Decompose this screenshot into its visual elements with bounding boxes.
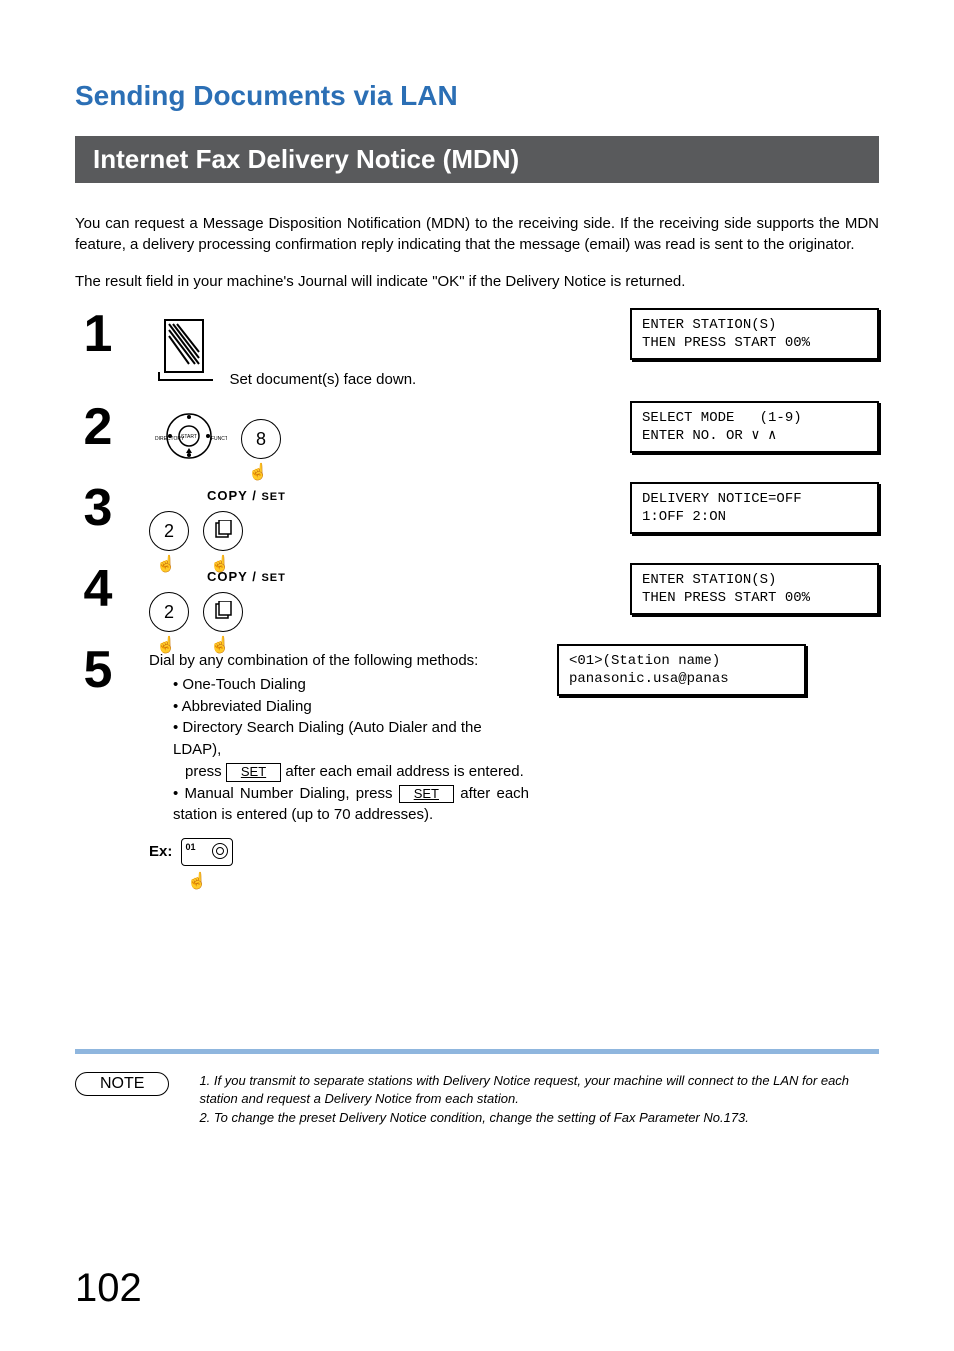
set-chip: SET (399, 785, 454, 804)
note-section: NOTE 1. If you transmit to separate stat… (75, 1072, 879, 1127)
lcd-line: ENTER NO. OR ∨ ∧ (642, 428, 776, 444)
step-number: 1 (75, 308, 121, 360)
one-touch-number: 01 (186, 841, 196, 854)
keypad-key-8: 8 ☝ (241, 419, 281, 459)
document-face-down-icon (149, 314, 219, 389)
step-number: 3 (75, 482, 121, 534)
copy-set-key-icon: ☝ (203, 511, 243, 551)
bullet-one-touch: One-Touch Dialing (173, 674, 529, 696)
lcd-line: DELIVERY NOTICE=OFF (642, 491, 802, 507)
step-5: 5 Dial by any combination of the followi… (75, 644, 879, 889)
copy-set-key-icon: ☝ (203, 592, 243, 632)
key-label: 8 (256, 429, 266, 449)
journal-line: The result field in your machine's Journ… (75, 273, 879, 290)
note-line-1: 1. If you transmit to separate stations … (199, 1072, 879, 1108)
step1-caption: Set document(s) face down. (229, 371, 416, 388)
lcd-line: SELECT MODE (1-9) (642, 410, 802, 426)
step-2: 2 START DIRECTORY (75, 401, 879, 470)
press-hand-icon: ☝ (187, 873, 207, 890)
key-label: 2 (164, 602, 174, 622)
bullet-abbrev: Abbreviated Dialing (173, 696, 529, 718)
lcd-line: THEN PRESS START 00% (642, 590, 810, 606)
separator-line (75, 1049, 879, 1054)
page-number: 102 (75, 1266, 142, 1311)
step-number: 2 (75, 401, 121, 453)
lcd-line: <01>(Station name) (569, 653, 720, 669)
note-badge: NOTE (75, 1072, 169, 1096)
step-4: 4 COPY / SET 2 ☝ (75, 563, 879, 632)
svg-text:DIRECTORY: DIRECTORY (155, 436, 185, 442)
keypad-key-2: 2 ☝ (149, 511, 189, 551)
note-line-2: 2. To change the preset Delivery Notice … (199, 1109, 879, 1127)
set-chip: SET (226, 763, 281, 782)
lcd-display: ENTER STATION(S) THEN PRESS START 00% (630, 563, 879, 615)
function-keypad-icon: START DIRECTORY FUNCTION (149, 407, 227, 470)
set-label: SET (261, 572, 285, 584)
lcd-line: 1:OFF 2:ON (642, 509, 726, 525)
step-number: 4 (75, 563, 121, 615)
lcd-line: panasonic.usa@panas (569, 671, 729, 687)
one-touch-switch-icon (212, 843, 228, 859)
press-prefix: press (185, 763, 226, 780)
step-3: 3 COPY / SET 2 ☝ (75, 482, 879, 551)
press-hand-icon: ☝ (156, 546, 176, 584)
step-number: 5 (75, 644, 121, 696)
lcd-line: ENTER STATION(S) (642, 572, 776, 588)
lcd-display: ENTER STATION(S) THEN PRESS START 00% (630, 308, 879, 360)
step-1: 1 Set document(s) face down. ENTER STATI… (75, 308, 879, 389)
set-label: SET (261, 491, 285, 503)
intro-paragraph: You can request a Message Disposition No… (75, 213, 879, 255)
press-hand-icon: ☝ (156, 627, 176, 665)
press-hand-icon: ☝ (210, 627, 230, 665)
ex-label: Ex: (149, 843, 172, 860)
page-title: Sending Documents via LAN (75, 80, 879, 112)
press-hand-icon: ☝ (210, 546, 230, 584)
keypad-key-2: 2 ☝ (149, 592, 189, 632)
bullet-directory-line1: Directory Search Dialing (Auto Dialer an… (173, 719, 482, 758)
step5-lead: Dial by any combination of the following… (149, 650, 529, 672)
lcd-display: DELIVERY NOTICE=OFF 1:OFF 2:ON (630, 482, 879, 534)
lcd-line: ENTER STATION(S) (642, 317, 776, 333)
lcd-display: SELECT MODE (1-9) ENTER NO. OR ∨ ∧ (630, 401, 879, 453)
key-label: 2 (164, 521, 174, 541)
press-suffix: after each email address is entered. (285, 763, 523, 780)
press-hand-icon: ☝ (248, 454, 268, 492)
one-touch-key-icon: 01 (181, 838, 233, 866)
steps-list: 1 Set document(s) face down. ENTER STATI… (75, 308, 879, 889)
lcd-display: <01>(Station name) panasonic.usa@panas (557, 644, 806, 696)
lcd-line: THEN PRESS START 00% (642, 335, 810, 351)
section-header: Internet Fax Delivery Notice (MDN) (75, 136, 879, 183)
svg-text:FUNCTION: FUNCTION (211, 436, 227, 442)
manual-prefix: Manual Number Dialing, press (185, 785, 399, 802)
